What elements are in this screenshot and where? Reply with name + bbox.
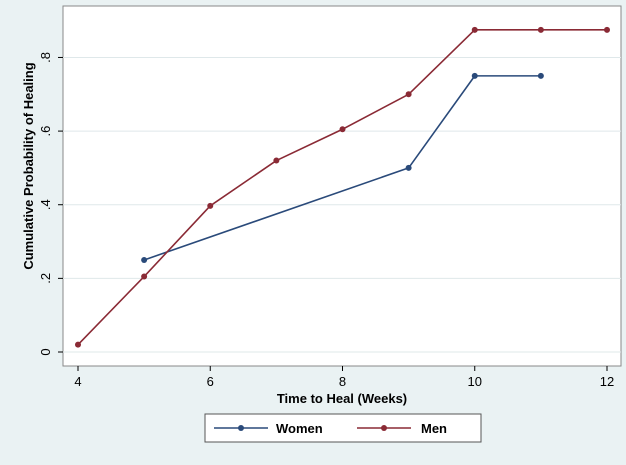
grid-lines: [63, 56, 621, 353]
legend: Women Men: [204, 413, 482, 443]
x-tick-label: 12: [600, 374, 614, 389]
series-line-women: [143, 75, 541, 261]
x-tick-label: 6: [207, 374, 214, 389]
y-axis-title: Cumulative Probability of Healing: [21, 62, 36, 269]
data-point-men: [537, 26, 544, 33]
data-point-men: [339, 126, 346, 133]
data-point-men: [207, 202, 214, 209]
plot-area: [62, 5, 622, 367]
legend-men-marker: [381, 425, 387, 431]
data-point-men: [405, 91, 412, 98]
data-point-men: [471, 26, 478, 33]
x-tick-label: 10: [468, 374, 482, 389]
data-point-women: [537, 72, 544, 79]
x-tick-label: 8: [339, 374, 346, 389]
data-point-men: [75, 341, 81, 348]
y-tick-label: 0: [38, 348, 53, 355]
legend-women-label: Women: [276, 421, 323, 436]
y-tick-label: .6: [38, 126, 53, 137]
legend-men-label: Men: [421, 421, 447, 436]
data-point-women: [471, 72, 478, 79]
data-point-men: [141, 273, 148, 280]
data-point-women: [141, 256, 148, 263]
y-tick-label: .8: [38, 52, 53, 63]
legend-women-marker: [238, 425, 244, 431]
y-tick-label: .2: [38, 273, 53, 284]
data-point-women: [405, 164, 412, 171]
data-point-men: [604, 26, 610, 33]
x-axis-title: Time to Heal (Weeks): [277, 391, 407, 406]
x-tick-label: 4: [74, 374, 81, 389]
y-tick-label: .4: [38, 199, 53, 210]
axes: 0 .2 .4 .6 .8 4 6 8 10 12: [38, 52, 614, 389]
data-point-men: [273, 157, 280, 164]
series-lines: [75, 26, 610, 348]
